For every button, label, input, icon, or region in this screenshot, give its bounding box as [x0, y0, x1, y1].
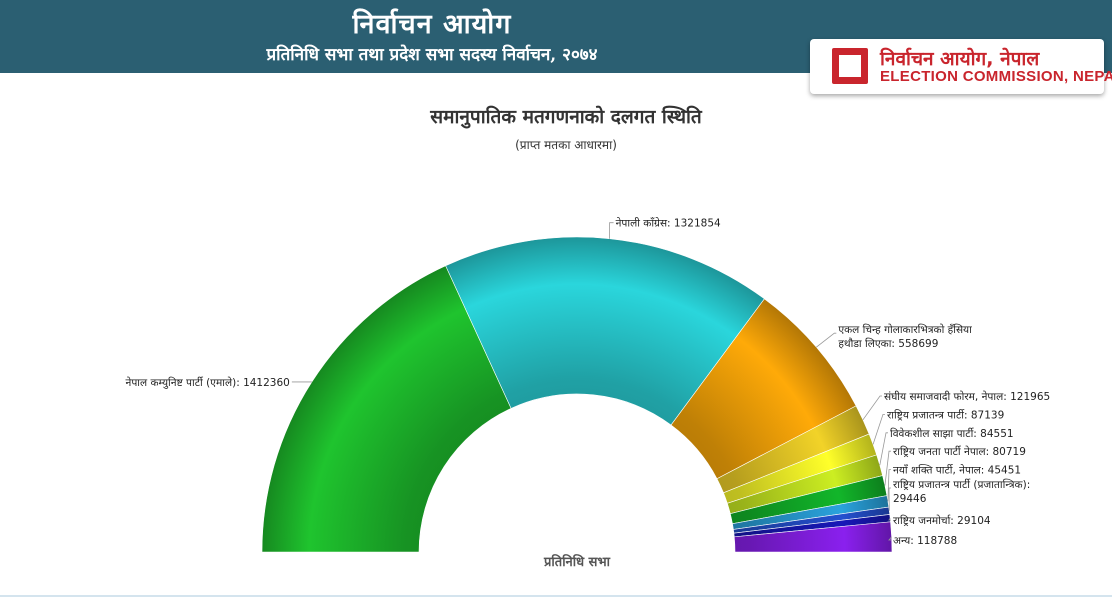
chart-subtitle: (प्राप्त मतका आधारमा) — [515, 138, 617, 152]
label-connector — [888, 487, 891, 511]
label-connector — [862, 395, 882, 421]
slice-label: संघीय समाजवादी फोरम, नेपाल: 121965 — [884, 390, 1050, 403]
ballot-box-icon — [832, 48, 868, 84]
page-subtitle: प्रतिनिधि सभा तथा प्रदेश सभा सदस्य निर्व… — [266, 45, 598, 65]
label-connector — [609, 222, 614, 239]
label-connector — [879, 432, 888, 466]
chart-center-label: प्रतिनिधि सभा — [543, 554, 611, 570]
label-connector — [816, 332, 837, 348]
slice-label: विवेकशील साझा पार्टी: 84551 — [890, 427, 1014, 440]
label-connector — [888, 536, 892, 541]
slice-label: राष्ट्रिय जनमोर्चा: 29104 — [893, 514, 991, 527]
chart-title: समानुपातिक मतगणनाको दलगत स्थिति — [430, 106, 702, 128]
pie-slice[interactable] — [733, 521, 893, 553]
footer-divider — [0, 595, 1112, 597]
slice-label: राष्ट्रिय प्रजातन्त्र पार्टी: 87139 — [887, 408, 1004, 421]
slice-label: राष्ट्रिय प्रजातन्त्र पार्टी (प्रजातान्त… — [893, 478, 1030, 505]
slice-label: राष्ट्रिय जनता पार्टी नेपाल: 80719 — [893, 445, 1026, 458]
page-header: निर्वाचन आयोग प्रतिनिधि सभा तथा प्रदेश स… — [0, 0, 1112, 73]
slice-label: एकल चिन्ह गोलाकारभित्रको हँसिया हथौडा लिए… — [838, 323, 972, 350]
slice-label: नेपाली काँग्रेस: 1321854 — [616, 217, 721, 230]
page-title: निर्वाचन आयोग — [352, 9, 512, 40]
election-commission-logo: निर्वाचन आयोग, नेपाल ELECTION COMMISSION… — [810, 39, 1112, 94]
label-connector — [887, 469, 891, 502]
logo-name-english: ELECTION COMMISSION, NEPAL — [880, 68, 1112, 85]
label-connector — [884, 450, 891, 486]
pie-slice[interactable] — [261, 265, 512, 553]
label-connector — [872, 413, 885, 445]
label-connector — [888, 517, 891, 521]
pie-slice[interactable] — [445, 236, 765, 426]
slice-label: अन्य: 118788 — [893, 535, 957, 547]
slice-label: नेपाल कम्युनिष्ट पार्टी (एमाले): 1412360 — [126, 376, 290, 389]
logo-name-nepali: निर्वाचन आयोग, नेपाल — [880, 48, 1040, 70]
slice-label: नयाँ शक्ति पार्टी, नेपाल: 45451 — [893, 464, 1021, 477]
